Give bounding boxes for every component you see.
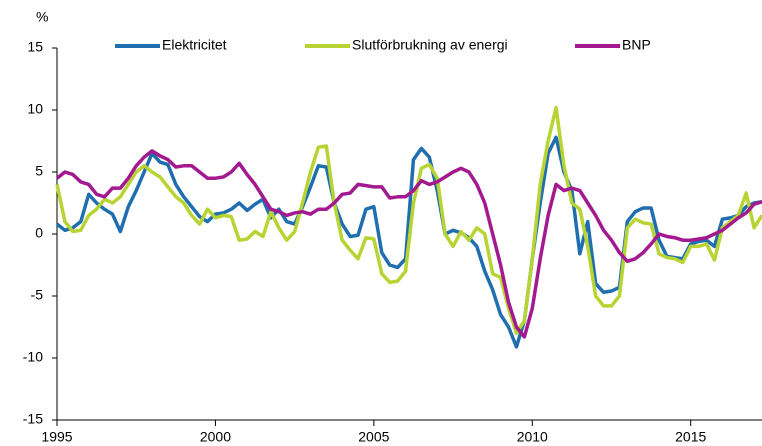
y-tick-label: 5 [35, 163, 43, 179]
y-tick-label: 10 [27, 101, 43, 117]
y-tick-label: -10 [23, 349, 43, 365]
series-line [55, 135, 762, 349]
y-tick-label: -15 [23, 411, 43, 427]
legend-label: Slutförbrukning av energi [352, 37, 508, 53]
series-line [55, 149, 762, 339]
x-tick-label: 2015 [675, 429, 706, 445]
y-tick-label: 15 [27, 39, 43, 55]
y-tick-label: -5 [31, 287, 44, 303]
legend-label: BNP [622, 37, 651, 53]
x-tick-label: 2000 [200, 429, 231, 445]
x-tick-label: 1995 [41, 429, 72, 445]
y-tick-label: 0 [35, 225, 43, 241]
legend-label: Elektricitet [162, 37, 227, 53]
x-tick-label: 2010 [517, 429, 548, 445]
y-axis-label: % [36, 9, 48, 25]
x-tick-label: 2005 [358, 429, 389, 445]
series-line [55, 105, 762, 335]
